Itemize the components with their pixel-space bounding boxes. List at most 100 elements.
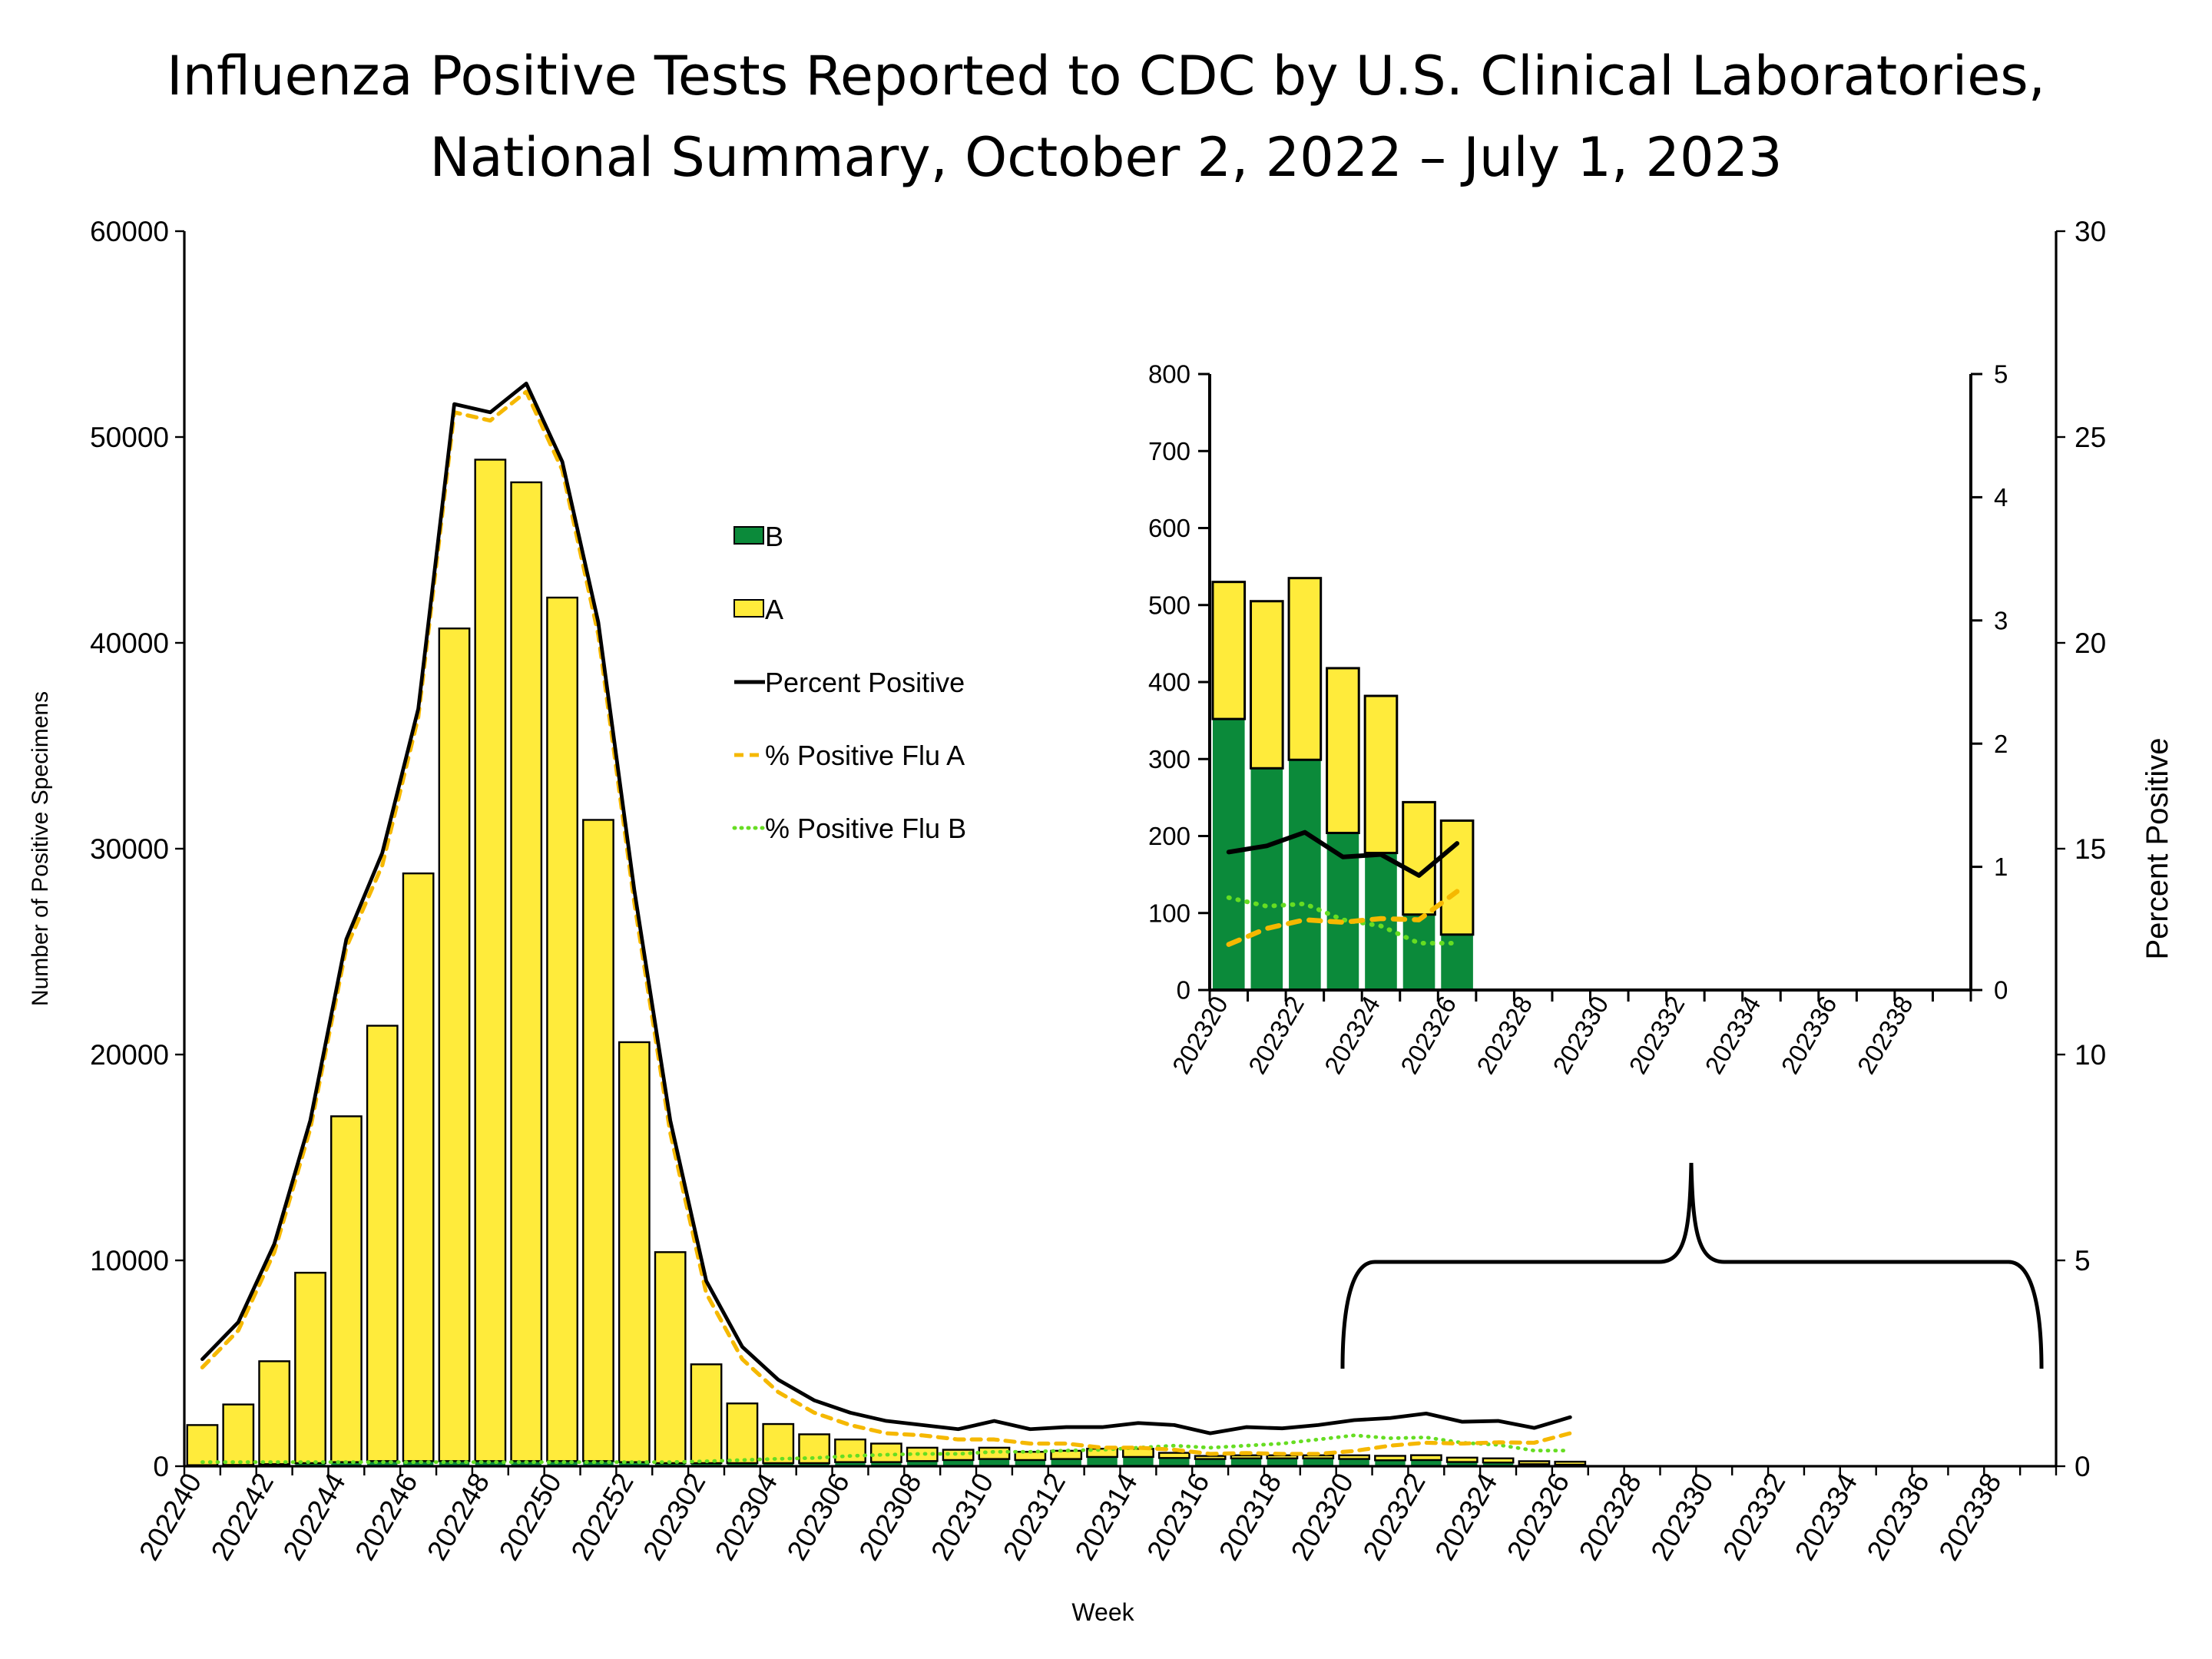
inset-bar-a-202324 — [1363, 694, 1399, 855]
inset-y-tick-label: 200 — [1148, 822, 1190, 850]
line-flu-b — [200, 1433, 1572, 1465]
inset-y2-tick-label: 2 — [1994, 730, 2008, 758]
bar-b-202321 — [1375, 1460, 1406, 1466]
inset-bar-b-202320 — [1212, 719, 1245, 990]
x-tick-label: 202334 — [1789, 1468, 1863, 1565]
bar-a-202324 — [1482, 1457, 1515, 1464]
x-tick-label: 202252 — [565, 1468, 640, 1565]
bar-a-202244 — [330, 1115, 363, 1463]
inset-bar-b-202325 — [1402, 914, 1435, 990]
bar-b-202304 — [763, 1462, 793, 1466]
bar-b-202243 — [295, 1462, 326, 1466]
inset-x-tick-label: 202336 — [1776, 992, 1843, 1079]
legend-label-fa: % Positive Flu A — [765, 740, 965, 771]
bar-a-202246 — [402, 872, 435, 1462]
y-tick-label: 0 — [153, 1451, 169, 1482]
bar-b-202250 — [547, 1461, 578, 1466]
inset-y-tick-label: 400 — [1148, 668, 1190, 697]
inset-line-percent-positive — [1226, 830, 1460, 878]
y-tick-label: 10000 — [90, 1245, 169, 1277]
inset-x-tick-label: 202330 — [1547, 992, 1614, 1079]
inset-x-tick-label: 202320 — [1167, 992, 1233, 1079]
y2-tick-label: 15 — [2075, 833, 2106, 865]
x-tick-label: 202240 — [133, 1468, 207, 1565]
x-tick-label: 202336 — [1861, 1468, 1936, 1565]
inset-bar-a-202321 — [1250, 600, 1284, 770]
bar-b-202320 — [1339, 1459, 1369, 1466]
inset-x-tick-label: 202322 — [1243, 992, 1310, 1079]
bar-b-202315 — [1159, 1458, 1190, 1466]
bar-a-202321 — [1374, 1455, 1406, 1462]
bar-a-202306 — [834, 1438, 866, 1463]
inset-y-tick-label: 100 — [1148, 899, 1190, 927]
legend-swatch-B — [733, 526, 764, 545]
bar-b-202307 — [871, 1462, 902, 1466]
y-tick-label: 20000 — [90, 1039, 169, 1071]
bar-a-202313 — [1086, 1448, 1118, 1459]
bar-a-202251 — [582, 819, 614, 1462]
bar-a-202248 — [474, 459, 507, 1462]
inset-y-tick-label: 800 — [1148, 360, 1190, 389]
y2-tick-label: 20 — [2075, 628, 2106, 659]
bar-a-202250 — [546, 596, 578, 1462]
bar-a-202240 — [186, 1424, 219, 1466]
bar-a-202247 — [438, 628, 471, 1462]
bar-b-202306 — [835, 1462, 866, 1466]
inset-y-tick-label: 0 — [1177, 976, 1190, 1005]
y2-tick-label: 10 — [2075, 1039, 2106, 1071]
bar-a-202323 — [1445, 1456, 1479, 1463]
bar-b-202303 — [727, 1462, 758, 1466]
bar-a-202314 — [1122, 1448, 1154, 1459]
inset-x-tick-label: 202328 — [1471, 992, 1538, 1079]
legend-label-B: B — [765, 521, 783, 552]
bar-a-202303 — [726, 1402, 759, 1465]
bar-b-202314 — [1123, 1456, 1154, 1466]
inset-x-tick-label: 202338 — [1852, 992, 1919, 1079]
inset-y-tick-label: 500 — [1148, 591, 1190, 619]
bar-a-202252 — [618, 1041, 651, 1463]
inset-y2-tick-label: 5 — [1994, 360, 2008, 389]
bar-b-202246 — [402, 1461, 434, 1466]
bar-b-202310 — [979, 1459, 1010, 1466]
line-percent-positive — [200, 381, 1572, 1435]
y2-tick-label: 30 — [2075, 216, 2106, 247]
bar-b-202318 — [1267, 1458, 1298, 1466]
bar-a-202316 — [1194, 1455, 1227, 1460]
bar-a-202302 — [690, 1363, 723, 1465]
x-tick-label: 202248 — [421, 1468, 495, 1565]
legend-label-fb: % Positive Flu B — [765, 813, 966, 844]
inset-bar-a-202325 — [1402, 800, 1436, 916]
bar-a-202326 — [1554, 1460, 1587, 1466]
bar-b-202301 — [654, 1462, 686, 1466]
bar-b-202244 — [331, 1462, 362, 1466]
bar-b-202317 — [1230, 1458, 1262, 1466]
y-tick-label: 40000 — [90, 628, 169, 659]
x-tick-label: 202314 — [1069, 1468, 1144, 1565]
x-tick-label: 202320 — [1285, 1468, 1359, 1565]
x-tick-label: 202324 — [1429, 1468, 1503, 1565]
y-axis-label: Number of Positive Specimens — [28, 691, 53, 1006]
x-tick-label: 202310 — [925, 1468, 999, 1565]
bar-b-202248 — [475, 1461, 506, 1466]
x-axis-label: Week — [1071, 1598, 1134, 1626]
legend-label-pp: Percent Positive — [765, 667, 965, 698]
legend-swatch-A — [733, 599, 764, 618]
y-tick-label: 50000 — [90, 422, 169, 453]
bar-a-202243 — [294, 1271, 326, 1465]
x-tick-label: 202326 — [1501, 1468, 1575, 1565]
bar-b-202302 — [690, 1462, 722, 1466]
inset-y2-tick-label: 4 — [1994, 483, 2008, 512]
bar-b-202313 — [1087, 1456, 1118, 1466]
bar-b-202324 — [1482, 1462, 1514, 1466]
inset-x-tick-label: 202332 — [1623, 992, 1690, 1079]
inset-x-tick-label: 202324 — [1319, 992, 1386, 1079]
chart-title-line2: National Summary, October 2, 2022 – July… — [429, 126, 1783, 189]
bar-a-202307 — [869, 1442, 902, 1463]
inset-y2-tick-label: 0 — [1994, 976, 2008, 1005]
bar-a-202322 — [1409, 1454, 1442, 1462]
inset-y2-tick-label: 1 — [1994, 853, 2008, 881]
x-tick-label: 202242 — [205, 1468, 280, 1565]
y2-tick-label: 0 — [2075, 1451, 2091, 1482]
inset-bar-a-202323 — [1326, 667, 1360, 834]
